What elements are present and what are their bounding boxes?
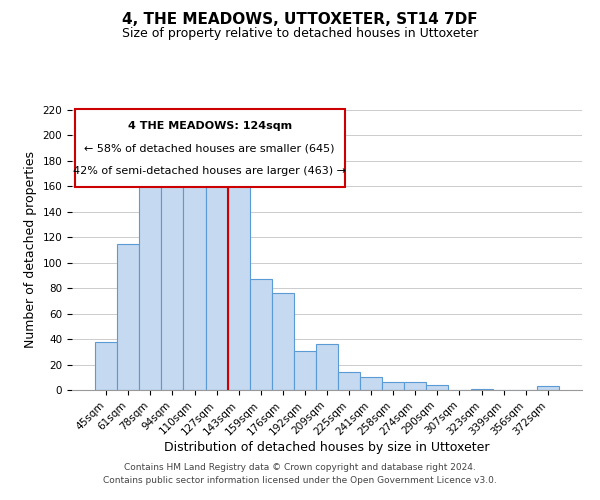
Bar [470, 388, 493, 390]
Bar [272, 294, 294, 390]
Text: Size of property relative to detached houses in Uttoxeter: Size of property relative to detached ho… [122, 28, 478, 40]
Text: Contains public sector information licensed under the Open Government Licence v3: Contains public sector information licen… [103, 476, 497, 485]
Text: 42% of semi-detached houses are larger (463) →: 42% of semi-detached houses are larger (… [73, 166, 346, 176]
Bar [537, 386, 559, 390]
Text: 4, THE MEADOWS, UTTOXETER, ST14 7DF: 4, THE MEADOWS, UTTOXETER, ST14 7DF [122, 12, 478, 28]
Bar [294, 350, 316, 390]
Bar [95, 342, 117, 390]
X-axis label: Distribution of detached houses by size in Uttoxeter: Distribution of detached houses by size … [164, 440, 490, 454]
Text: ← 58% of detached houses are smaller (645): ← 58% of detached houses are smaller (64… [85, 144, 335, 154]
Bar [139, 156, 161, 390]
Bar [404, 382, 427, 390]
Text: 4 THE MEADOWS: 124sqm: 4 THE MEADOWS: 124sqm [128, 121, 292, 131]
Bar [206, 180, 227, 390]
Bar [117, 244, 139, 390]
Text: Contains HM Land Registry data © Crown copyright and database right 2024.: Contains HM Land Registry data © Crown c… [124, 464, 476, 472]
Y-axis label: Number of detached properties: Number of detached properties [24, 152, 37, 348]
Bar [227, 182, 250, 390]
Bar [250, 280, 272, 390]
Bar [316, 344, 338, 390]
Bar [184, 178, 206, 390]
Bar [360, 378, 382, 390]
Bar [382, 382, 404, 390]
FancyBboxPatch shape [74, 108, 345, 187]
Bar [338, 372, 360, 390]
Bar [427, 385, 448, 390]
Bar [161, 162, 184, 390]
